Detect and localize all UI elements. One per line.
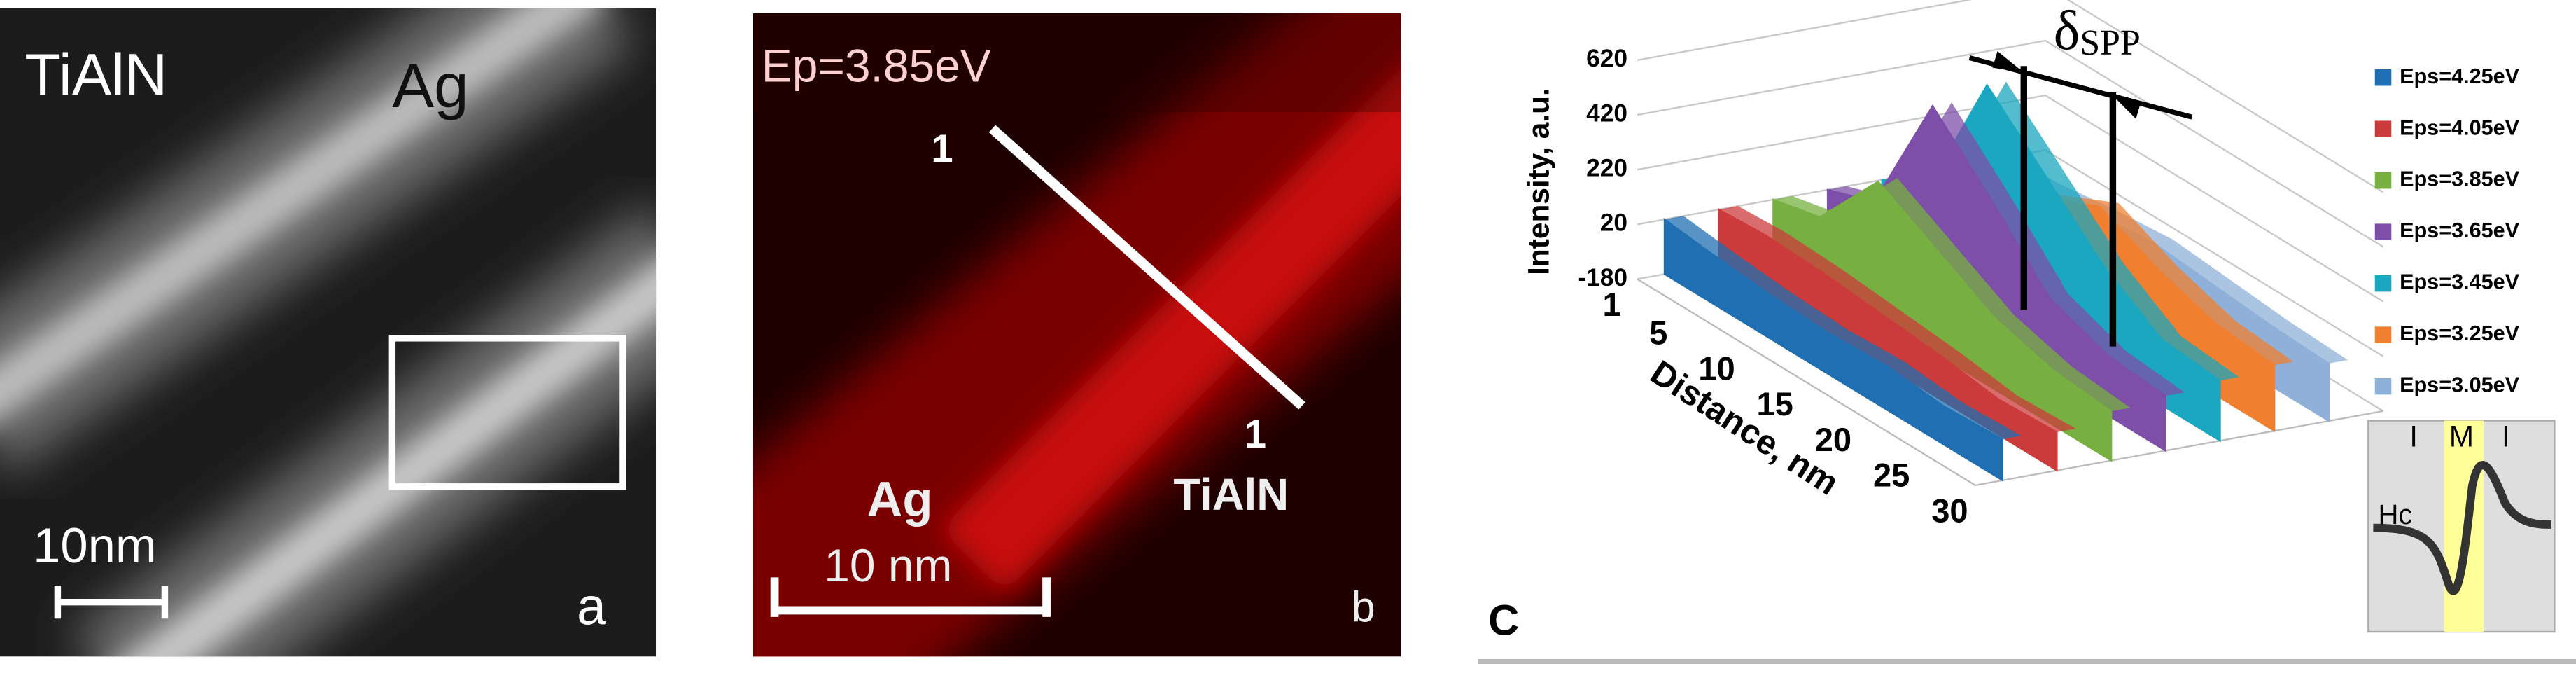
y-tick-label: -180 — [1578, 264, 1628, 291]
x-tick-label: 5 — [1649, 314, 1667, 352]
legend-swatch — [2374, 326, 2392, 343]
inset: I M I Hc — [2367, 420, 2556, 633]
annotations: δSPP — [1968, 0, 2193, 347]
panel-letter: a — [577, 576, 606, 635]
y-tick-label: 620 — [1586, 45, 1628, 72]
label: Ag — [392, 50, 468, 120]
legend-swatch — [2374, 378, 2392, 395]
inset-label: Hc — [2378, 499, 2412, 530]
profile-line — [988, 125, 1306, 410]
annotation: δSPP — [2054, 0, 2141, 63]
legend-label: Eps=3.65eV — [2400, 219, 2520, 242]
legend-swatch — [2374, 223, 2392, 240]
legend-label: Eps=3.05eV — [2400, 373, 2520, 397]
y-axis-title: Intensity, a.u. — [1522, 88, 1555, 275]
panel-letter: C — [1488, 596, 1519, 644]
grid-line — [1637, 39, 2384, 248]
area-side — [1664, 216, 2022, 440]
scale-label: 10 nm — [824, 539, 952, 591]
x-tick-label: 10 — [1698, 350, 1735, 387]
scale-label: 10nm — [33, 518, 157, 573]
legend-label: Eps=3.45eV — [2400, 270, 2520, 294]
x-tick-label: 25 — [1873, 457, 1910, 494]
x-tick-label: 20 — [1815, 421, 1851, 458]
area-side — [1828, 102, 2185, 396]
area-side — [1991, 156, 2348, 364]
y-tick-label: 420 — [1586, 99, 1628, 127]
label: 1 — [1245, 412, 1266, 456]
legend-swatch — [2374, 172, 2392, 189]
inset-label: I — [2502, 420, 2510, 453]
legend-label: Eps=4.25eV — [2400, 64, 2520, 88]
axis-line — [1637, 278, 2384, 487]
label: TiAlN — [1173, 470, 1289, 520]
legend-label: Eps=3.85eV — [2400, 167, 2520, 191]
area-side — [1882, 81, 2239, 381]
scale-bar — [770, 577, 1051, 617]
x-tick-label: 15 — [1757, 385, 1793, 422]
label: Ag — [867, 471, 932, 527]
legend-swatch — [2374, 69, 2392, 86]
area — [1663, 217, 2003, 482]
selection-box — [388, 335, 626, 490]
legend-swatch — [2374, 275, 2392, 292]
panel-b-image — [752, 13, 1401, 657]
legend-label: Eps=3.25eV — [2400, 321, 2520, 345]
annotation-symbol: δ — [2054, 0, 2080, 62]
panel-letter: b — [1352, 583, 1376, 631]
panel-a-image — [0, 8, 657, 657]
y-tick-label: 20 — [1600, 209, 1628, 237]
annotation-subscript: SPP — [2080, 23, 2140, 63]
area-side — [1773, 178, 2131, 412]
legend-label: Eps=4.05eV — [2400, 116, 2520, 139]
inset-label: M — [2449, 420, 2474, 453]
inset-label: I — [2409, 420, 2418, 453]
grid-line — [1637, 0, 2384, 193]
label: TiAlN — [24, 41, 167, 107]
x-tick-label: 30 — [1931, 492, 1968, 529]
scale-bar — [54, 586, 169, 619]
legend-swatch — [2374, 120, 2392, 137]
label: 1 — [931, 127, 953, 171]
grid-line — [1637, 94, 2384, 303]
label: Ep=3.85eV — [762, 39, 991, 91]
x-tick-label: 1 — [1603, 286, 1621, 323]
y-tick-label: 220 — [1586, 154, 1628, 181]
